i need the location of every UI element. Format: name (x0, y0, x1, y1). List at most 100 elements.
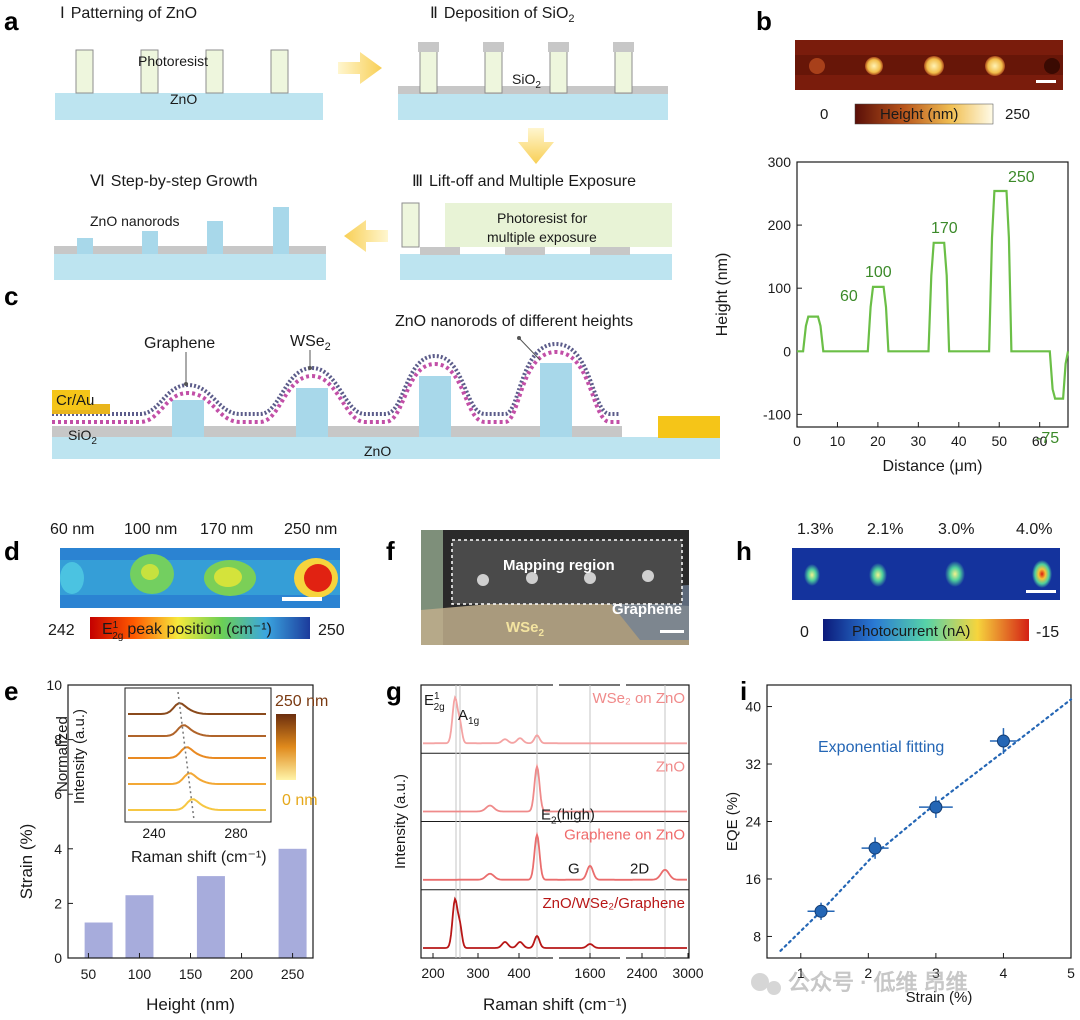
svg-text:WSe2: WSe2 (506, 619, 545, 639)
strain-label-1: 1.3% (797, 521, 833, 538)
x-tick-label: 40 (951, 433, 967, 449)
colorbar-min-h: 0 (800, 624, 809, 641)
strain-bar (125, 895, 154, 958)
x-tick-label: 300 (466, 965, 490, 981)
panel-label-i: i (740, 676, 747, 706)
sio2-layer (398, 86, 668, 94)
fit-annotation: Exponential fitting (818, 739, 944, 756)
data-point (996, 734, 1010, 748)
step2-number: Ⅱ (430, 5, 438, 22)
y-tick-label: -100 (763, 406, 791, 422)
photocurrent-colorbar (823, 619, 1029, 641)
y-tick-label: 100 (768, 280, 792, 296)
x-tick-label: 3000 (672, 965, 703, 981)
colorbar-label-d: peak position (cm⁻¹) (127, 621, 272, 638)
photoresist-pillar (205, 49, 224, 94)
zno-substrate (52, 437, 720, 459)
colorbar-max-h: -15 (1036, 624, 1059, 641)
arrow-right-icon (338, 52, 382, 84)
x-tick-label: 5 (1067, 965, 1075, 981)
peak-label-g: G (568, 861, 580, 878)
plot-frame (766, 684, 1072, 959)
watermark: 公众号 · 低维 昂维 (751, 970, 968, 995)
panel-g: g WSe₂ on ZnO ZnO Graphene on ZnO ZnO/WSe₂/… (386, 676, 704, 1014)
panel-label-b: b (756, 6, 772, 36)
zno-substrate-1 (55, 93, 323, 120)
spectrum-label: ZnO/WSe₂/Graphene (542, 895, 685, 912)
step1-title: Patterning of ZnO (71, 5, 197, 22)
inset-ylabel-2: Intensity (a.u.) (71, 709, 88, 804)
exponential-fit-line (779, 698, 1073, 952)
raman-spectrum-line (423, 896, 687, 949)
height-label-100: 100 nm (124, 521, 177, 538)
inset-legend-bottom: 0 nm (282, 792, 318, 809)
inset-xtick-280: 280 (224, 825, 248, 841)
x-tick-label: 10 (830, 433, 846, 449)
colorbar-max: 250 (1005, 106, 1030, 123)
scale-bar-d (282, 597, 322, 601)
panel-label-e: e (4, 676, 18, 706)
nanorods-heights-label: ZnO nanorods of different heights (395, 313, 633, 330)
graphene-layer (52, 341, 620, 416)
inset-colorbar (276, 714, 296, 780)
panel-c: c Cr/Au SiO2 ZnO Graphene WSe2 ZnO nanor… (4, 281, 720, 459)
y-tick-label: 24 (745, 814, 761, 830)
inset-legend-top: 250 nm (275, 693, 328, 710)
x-tick-label: 30 (911, 433, 927, 449)
zno-label-c: ZnO (364, 443, 391, 459)
panel-a: a Ⅰ Patterning of ZnO Photoresist ZnO Ⅱ De… (4, 5, 672, 280)
watermark-text: 公众号 · 低维 昂维 (788, 970, 968, 995)
nanorod (207, 221, 223, 254)
wse2-layer (52, 349, 620, 424)
x-tick-label: 50 (81, 966, 97, 982)
mapping-region-label: Mapping region (503, 557, 615, 574)
inset-xtick-240: 240 (142, 825, 166, 841)
data-point (929, 800, 943, 814)
inset-spectrum-line (128, 746, 266, 759)
photoresist-pillar (270, 49, 289, 94)
y-tick-label: 0 (54, 950, 62, 966)
eqe-strain-chart: 1 2 3 4 5 8 16 24 32 40 Strain (%) EQE (%) Exponenti… (724, 684, 1075, 1006)
y-tick-label: 0 (783, 343, 791, 359)
pr-multi-line1: Photoresist for (497, 210, 588, 226)
photoresist-label: Photoresist (138, 53, 208, 69)
crau-label: Cr/Au (56, 392, 94, 409)
x-tick-label: 60 (1032, 433, 1048, 449)
panel-label-g: g (386, 676, 402, 706)
step-label-250: 250 (1008, 169, 1035, 186)
y-tick-label: 40 (745, 699, 761, 715)
pr-multi-line2: multiple exposure (487, 229, 597, 245)
peak-label-e2high: E2(high) (541, 806, 595, 826)
x-tick-label: 200 (421, 965, 445, 981)
step4-number: Ⅵ (90, 173, 105, 190)
strain-bar (196, 876, 225, 958)
arrow-left-icon (344, 220, 388, 252)
y-tick-label: 4 (54, 841, 62, 857)
step4-title: Step-by-step Growth (111, 173, 258, 190)
inset-spectrum-line (128, 772, 266, 785)
x-tick-label: 200 (230, 966, 254, 982)
raman-spectrum-line (423, 695, 687, 745)
inset-spectrum-line (128, 798, 266, 811)
svg-text:WSe2: WSe2 (290, 333, 331, 353)
x-tick-label: 3 (932, 965, 940, 981)
panel-label-a: a (4, 6, 19, 36)
spectrum-label: Graphene on ZnO (564, 827, 685, 844)
y-tick-label: 8 (54, 732, 62, 748)
sio2-label-c: SiO (68, 427, 91, 443)
photocurrent-map (792, 548, 1060, 600)
step-label-60: 60 (840, 288, 858, 305)
strain-bar (278, 848, 307, 958)
photoresist-pillar (484, 49, 503, 94)
step2-title: Deposition of SiO (444, 5, 569, 22)
x-tick-label: 150 (179, 966, 203, 982)
raman-spectrum-line (423, 831, 687, 881)
panel-h: h 1.3% 2.1% 3.0% 4.0% 0 Photocurrent (nA… (736, 521, 1060, 641)
panel-i: i 1 2 3 4 5 8 16 24 32 40 Strain (%) EQE (%) Exponen… (724, 676, 1075, 1006)
inset-xlabel: Raman shift (cm⁻¹) (131, 849, 267, 866)
height-profile-line (797, 189, 1070, 400)
